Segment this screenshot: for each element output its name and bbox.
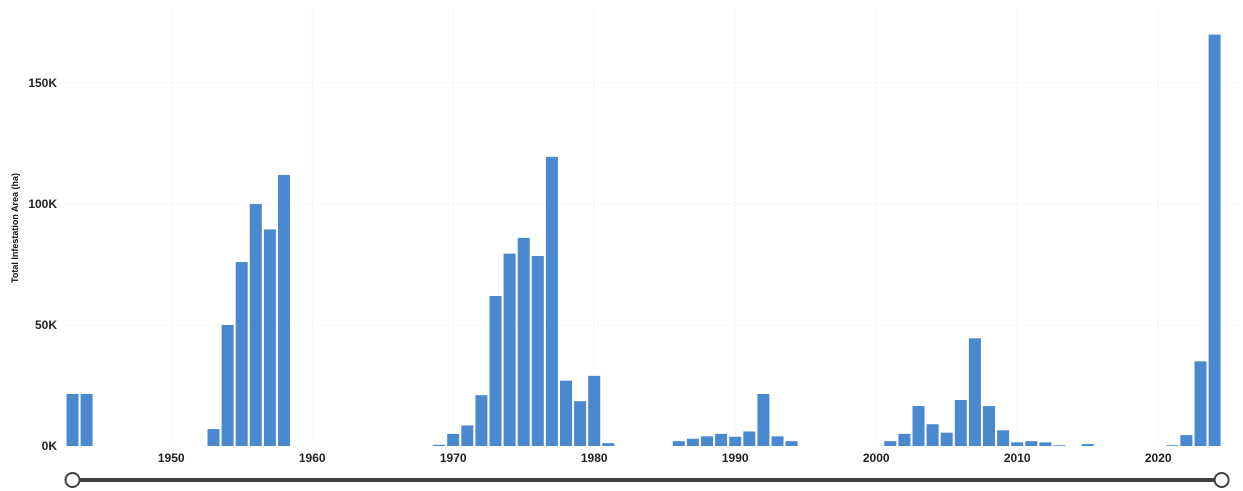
bar-2009[interactable]: 2009: 6500 bbox=[997, 430, 1010, 446]
x-tick-label: 1950 bbox=[158, 451, 185, 465]
bar-1957[interactable]: 1957: 89500 bbox=[263, 229, 276, 446]
bar-1986[interactable]: 1986: 2000 bbox=[672, 441, 685, 446]
bar-1975[interactable]: 1975: 86000 bbox=[517, 237, 530, 446]
bar-2004[interactable]: 2004: 9000 bbox=[926, 424, 939, 446]
bar-2021[interactable]: 2021: 300 bbox=[1166, 445, 1179, 446]
bar-1974[interactable]: 1974: 79500 bbox=[503, 253, 516, 446]
bars: 1943: 215001944: 21500 1953: 70001954: 50… bbox=[66, 34, 1221, 446]
x-tick-label: 2000 bbox=[863, 451, 890, 465]
bar-1994[interactable]: 1994: 2000 bbox=[785, 441, 798, 446]
bar-2015[interactable]: 2015: 800 bbox=[1081, 444, 1094, 446]
x-tick-label: 2020 bbox=[1145, 451, 1172, 465]
bar-2012[interactable]: 2012: 1500 bbox=[1039, 442, 1052, 446]
bar-2023[interactable]: 2023: 35000 bbox=[1194, 361, 1207, 446]
bar-2010[interactable]: 2010: 1500 bbox=[1011, 442, 1024, 446]
y-tick-label: 150K bbox=[28, 76, 57, 90]
y-tick-label: 50K bbox=[35, 318, 57, 332]
axes: 1950 1960 1970 1980 1990 2000 2010 2020 0K 50K 100… bbox=[28, 76, 1172, 465]
gridlines bbox=[65, 10, 1240, 446]
bar-1988[interactable]: 1988: 4000 bbox=[701, 436, 713, 446]
date-range-slider[interactable] bbox=[64, 472, 1230, 488]
bar-1971[interactable]: 1971: 8500 bbox=[461, 425, 474, 446]
bar-1978[interactable]: 1978: 27000 bbox=[560, 380, 572, 446]
x-tick-label: 2010 bbox=[1004, 451, 1031, 465]
bar-1943[interactable]: 1943: 21500 bbox=[66, 393, 79, 446]
bar-1991[interactable]: 1991: 6000 bbox=[743, 431, 756, 446]
x-tick-label: 1980 bbox=[581, 451, 608, 465]
bar-1944[interactable]: 1944: 21500 bbox=[80, 393, 93, 446]
bar-1993[interactable]: 1993: 4000 bbox=[771, 436, 784, 446]
bar-1979[interactable]: 1979: 18500 bbox=[574, 401, 587, 446]
slider-end-handle[interactable] bbox=[1213, 472, 1230, 488]
x-tick-label: 1990 bbox=[722, 451, 749, 465]
bar-1954[interactable]: 1954: 50000 bbox=[221, 325, 234, 446]
y-tick-label: 100K bbox=[28, 197, 57, 211]
y-axis-title: Total Infestation Area (ha) bbox=[10, 173, 20, 283]
slider-start-handle[interactable] bbox=[64, 472, 81, 488]
x-tick-label: 1970 bbox=[440, 451, 467, 465]
bar-2003[interactable]: 2003: 16500 bbox=[912, 406, 925, 446]
bar-1969[interactable]: 1969: 500 bbox=[433, 444, 446, 446]
bar-1992[interactable]: 1992: 21500 bbox=[757, 393, 770, 446]
bar-1973[interactable]: 1973: 62000 bbox=[489, 295, 502, 446]
bar-1990[interactable]: 1990: 3800 bbox=[729, 436, 742, 446]
bar-1970[interactable]: 1970: 5000 bbox=[447, 433, 460, 446]
bar-1980[interactable]: 1980: 29000 bbox=[588, 375, 601, 446]
x-tick-label: 1960 bbox=[299, 451, 326, 465]
bar-2011[interactable]: 2011: 2000 bbox=[1025, 441, 1038, 446]
bar-1953[interactable]: 1953: 7000 bbox=[207, 429, 220, 446]
bar-2022[interactable]: 2022: 4500 bbox=[1180, 435, 1193, 446]
bar-2006[interactable]: 2006: 19000 bbox=[954, 400, 967, 446]
bar-1955[interactable]: 1955: 76000 bbox=[235, 262, 248, 446]
bar-1987[interactable]: 1987: 3000 bbox=[686, 438, 699, 446]
bar-2001[interactable]: 2001: 2000 bbox=[884, 441, 897, 446]
bar-1976[interactable]: 1976: 78500 bbox=[531, 256, 544, 446]
bar-1972[interactable]: 1972: 21000 bbox=[475, 395, 488, 446]
bar-2024[interactable]: 2024: 170000 bbox=[1208, 34, 1221, 446]
bar-1977[interactable]: 1977: 119500 bbox=[545, 156, 558, 446]
bar-1981[interactable]: 1981: 1200 bbox=[602, 443, 615, 446]
bar-2002[interactable]: 2002: 5000 bbox=[898, 433, 911, 446]
bar-2007[interactable]: 2007: 44500 bbox=[968, 338, 981, 446]
bar-1958[interactable]: 1958: 112000 bbox=[278, 174, 290, 446]
bar-2005[interactable]: 2005: 5500 bbox=[940, 432, 953, 446]
bar-1956[interactable]: 1956: 100000 bbox=[249, 204, 262, 446]
bar-2013[interactable]: 2013: 300 bbox=[1053, 445, 1066, 446]
bar-2008[interactable]: 2008: 16500 bbox=[983, 406, 995, 446]
y-tick-label: 0K bbox=[42, 439, 58, 453]
bar-1989[interactable]: 1989: 5000 bbox=[715, 433, 728, 446]
